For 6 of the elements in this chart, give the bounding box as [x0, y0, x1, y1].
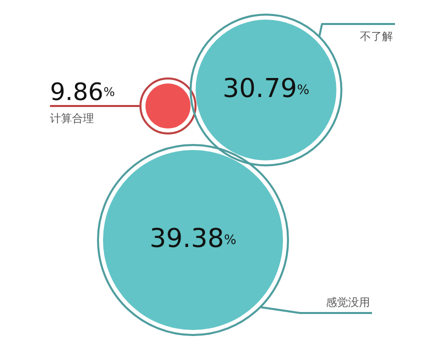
category-label: 不了解	[360, 30, 393, 43]
category-label: 计算合理	[50, 112, 94, 125]
data-label: 30.79%	[222, 74, 310, 104]
data-label: 39.38%	[150, 224, 236, 254]
category-label: 感觉没用	[326, 296, 370, 309]
data-label: 9.86%	[50, 78, 115, 106]
